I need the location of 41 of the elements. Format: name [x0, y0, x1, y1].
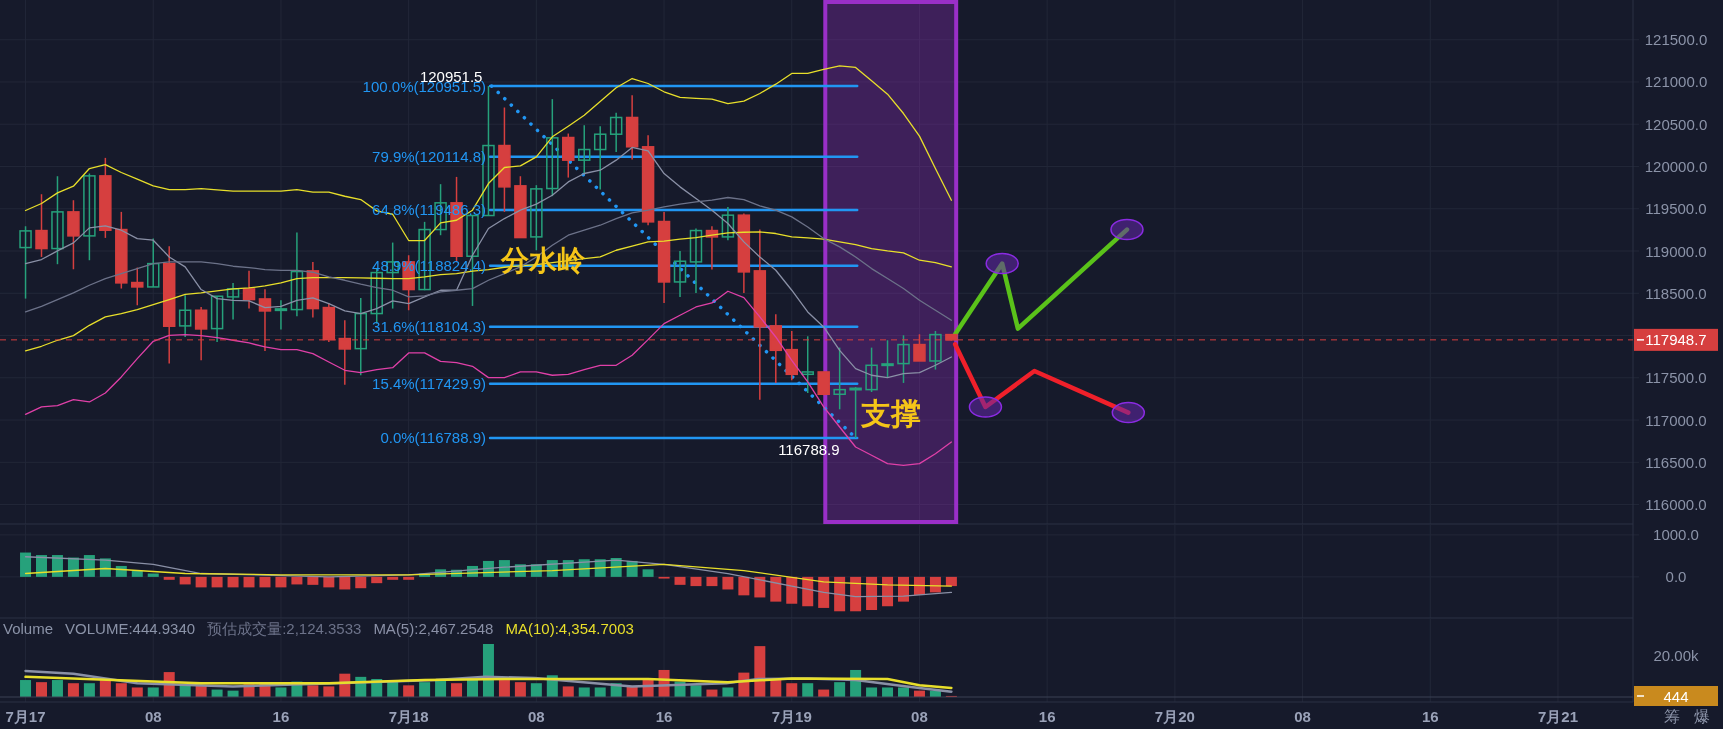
x-tick-label: 7月18: [388, 707, 429, 725]
y-tick-label: 117500.0: [1645, 369, 1707, 387]
x-tick-label: 16: [1421, 707, 1439, 725]
band-label: 支撑: [859, 397, 921, 431]
series-label: 31.6%(118104.3): [372, 318, 487, 336]
y-tick-label: 119000.0: [1645, 242, 1707, 260]
text: 筹: [1664, 707, 1680, 725]
x-tick-label: 7月19: [771, 707, 812, 725]
text: 爆: [1694, 707, 1710, 725]
y-tick-label: 121000.0: [1644, 73, 1708, 91]
text: VOLUME:444.9340: [65, 619, 196, 637]
text: MA(5):2,467.2548: [373, 619, 494, 637]
text: MA(10):4,354.7003: [505, 619, 634, 637]
y-tick-label: 121500.0: [1644, 31, 1708, 49]
chart-title: Volume: [3, 619, 54, 637]
y-tick-label: 120500.0: [1644, 115, 1708, 133]
ref-line-label: 117948.7: [1645, 331, 1707, 349]
x-tick-label: 7月21: [1537, 707, 1578, 725]
y-tick-label: 117000.0: [1645, 411, 1707, 429]
x-tick-label: 08: [144, 707, 162, 725]
x-tick-label: 16: [1038, 707, 1056, 725]
x-tick-label: 7月17: [5, 707, 46, 725]
y-tick-label: 116000.0: [1645, 496, 1707, 514]
y-tick-label: 0.0: [1665, 568, 1687, 586]
series-label: 0.0%(116788.9): [380, 429, 487, 447]
x-tick-label: 16: [655, 707, 673, 725]
series-label: 15.4%(117429.9): [372, 375, 487, 393]
text: 20.00k: [1653, 647, 1700, 665]
x-tick-label: 7月20: [1154, 707, 1195, 725]
text: 预估成交量:2,124.3533: [207, 619, 362, 637]
y-tick-label: 120000.0: [1644, 158, 1708, 175]
y-tick-label: 118500.0: [1645, 284, 1707, 302]
series-label: 79.9%(120114.8): [372, 148, 487, 166]
text: 444: [1663, 687, 1689, 705]
y-tick-label: 119500.0: [1645, 200, 1707, 218]
y-tick-label: 1000.0: [1653, 526, 1699, 544]
x-tick-label: 08: [911, 707, 928, 725]
x-tick-label: 16: [272, 707, 290, 725]
y-tick-label: 116500.0: [1645, 453, 1707, 471]
x-tick-label: 08: [528, 707, 545, 725]
x-tick-label: 08: [1294, 707, 1311, 725]
